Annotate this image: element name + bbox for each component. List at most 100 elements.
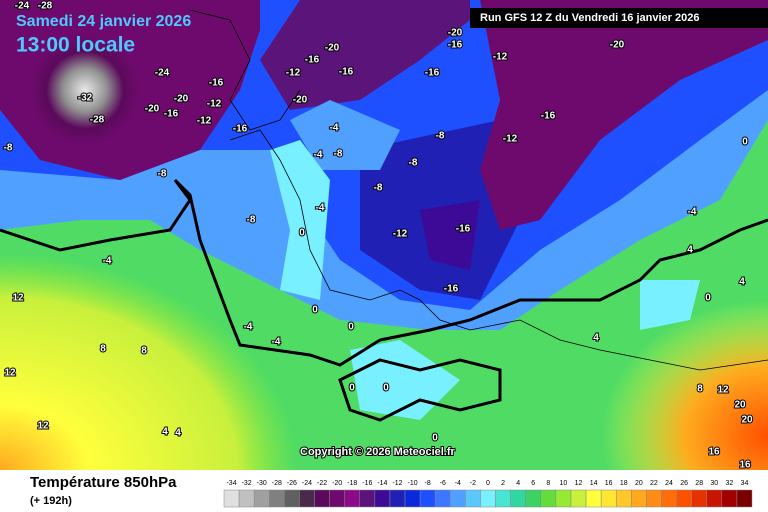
contour-label: -16 [233,124,248,135]
colorbar-swatch [661,489,677,508]
colorbar-tick-label: 30 [710,480,718,487]
contour-label: -20 [174,94,189,105]
contour-label: -16 [339,67,354,78]
contour-label: -8 [334,149,343,160]
time: 13:00 locale [16,34,135,57]
contour-label: -8 [247,215,256,226]
contour-label: -20 [448,28,463,39]
colorbar-swatch [404,489,421,508]
contour-label: 20 [734,400,746,411]
colorbar-tick-label: -14 [377,480,387,487]
contour-label: 16 [708,447,720,458]
colorbar-swatch [555,489,572,508]
contour-label: 20 [741,415,753,426]
contour-label: -4 [272,337,281,348]
colorbar-tick-label: -26 [287,480,297,487]
contour-label: -16 [444,284,459,295]
colorbar-tick-label: -34 [226,480,236,487]
colorbar-tick-label: -16 [362,480,372,487]
colorbar-swatch [314,489,330,508]
contour-label: 12 [37,421,49,432]
contour-label: -24 [155,68,170,79]
contour-label: 0 [349,383,355,394]
contour-label: -12 [207,99,222,110]
colorbar-swatch [465,489,481,508]
colorbar-swatch [284,489,300,508]
colorbar-tick-label: 12 [575,480,583,487]
contour-label: -8 [4,143,13,154]
contour-label: -20 [325,43,340,54]
colorbar-tick-label: 14 [590,480,598,487]
colorbar-tick-label: 22 [650,480,658,487]
contour-label: -28 [90,115,105,126]
colorbar-tick-label: 16 [605,480,613,487]
contour-label: 12 [4,368,16,379]
colorbar-tick-label: -4 [455,480,461,487]
colorbar-tick-label: -12 [392,480,402,487]
colorbar-tick-label: 18 [620,480,628,487]
colorbar-tick-label: 32 [725,480,733,487]
colorbar-tick-label: 6 [531,480,535,487]
contour-label: 0 [432,433,438,444]
colorbar-tick-label: 8 [546,480,550,487]
colorbar-swatch [374,489,391,508]
colorbar-tick-label: -8 [425,480,431,487]
contour-label: -16 [305,55,320,66]
colorbar-swatch [434,489,451,508]
run-box [470,8,768,28]
colorbar-swatch [269,489,285,508]
contour-label: 0 [383,383,389,394]
contour-label: -16 [425,68,440,79]
colorbar-swatch [238,489,255,508]
colorbar-swatch [691,489,707,508]
contour-label: -4 [330,123,339,134]
colorbar-swatch [329,489,345,508]
colorbar-swatch [706,489,723,508]
contour-label: -16 [448,40,463,51]
contour-label: -12 [393,229,408,240]
contour-label: -16 [541,111,556,122]
contour-label: -24 [15,1,30,12]
contour-label: -4 [688,207,697,218]
contour-label: 8 [100,344,106,355]
contour-label: -12 [197,116,212,127]
colorbar-swatch [359,489,376,508]
colorbar-swatch [419,489,436,508]
contour-labels: -24 -28-20-16-12-20-16-24-16-20 -12-20 -16-… [3,0,754,472]
colorbar-swatch [600,489,617,508]
contour-label: -8 [158,169,167,180]
colorbar-tick-label: 34 [741,480,749,487]
legend-subtitle: (+ 192h) [30,495,72,507]
colorbar-swatch [480,489,496,508]
contour-label: -20 [145,104,160,115]
colorbar-swatch [299,489,315,508]
colorbar-swatch [389,489,406,508]
contour-label: -12 [503,134,518,145]
colorbar-swatch [223,489,240,508]
colorbar-swatch [736,489,753,508]
colorbar-swatch [510,489,526,508]
contour-label: -20 [293,95,308,106]
contour-label: 0 [348,322,354,333]
contour-label: -8 [409,158,418,169]
contour-label: -16 [456,224,471,235]
colorbar-tick-label: -24 [302,480,312,487]
colorbar-swatch [615,489,632,508]
contour-label: -28 [38,1,53,12]
date: Samedi 24 janvier 2026 [16,13,191,30]
contour-label: -32 [78,93,93,104]
contour-label: -12 [493,52,508,63]
colorbar-swatch [540,489,557,508]
contour-label: -16 [209,78,224,89]
colorbar-swatch [495,489,511,508]
contour-label: 0 [312,305,318,316]
colorbar-tick-label: -20 [332,480,342,487]
colorbar-tick-label: -2 [470,480,476,487]
colorbar-swatch [525,489,542,508]
contour-label: -4 [244,322,253,333]
colorbar-tick-label: 2 [501,480,505,487]
colorbar-swatch [721,489,738,508]
colorbar-tick-label: -28 [272,480,282,487]
contour-label: 12 [717,385,729,396]
